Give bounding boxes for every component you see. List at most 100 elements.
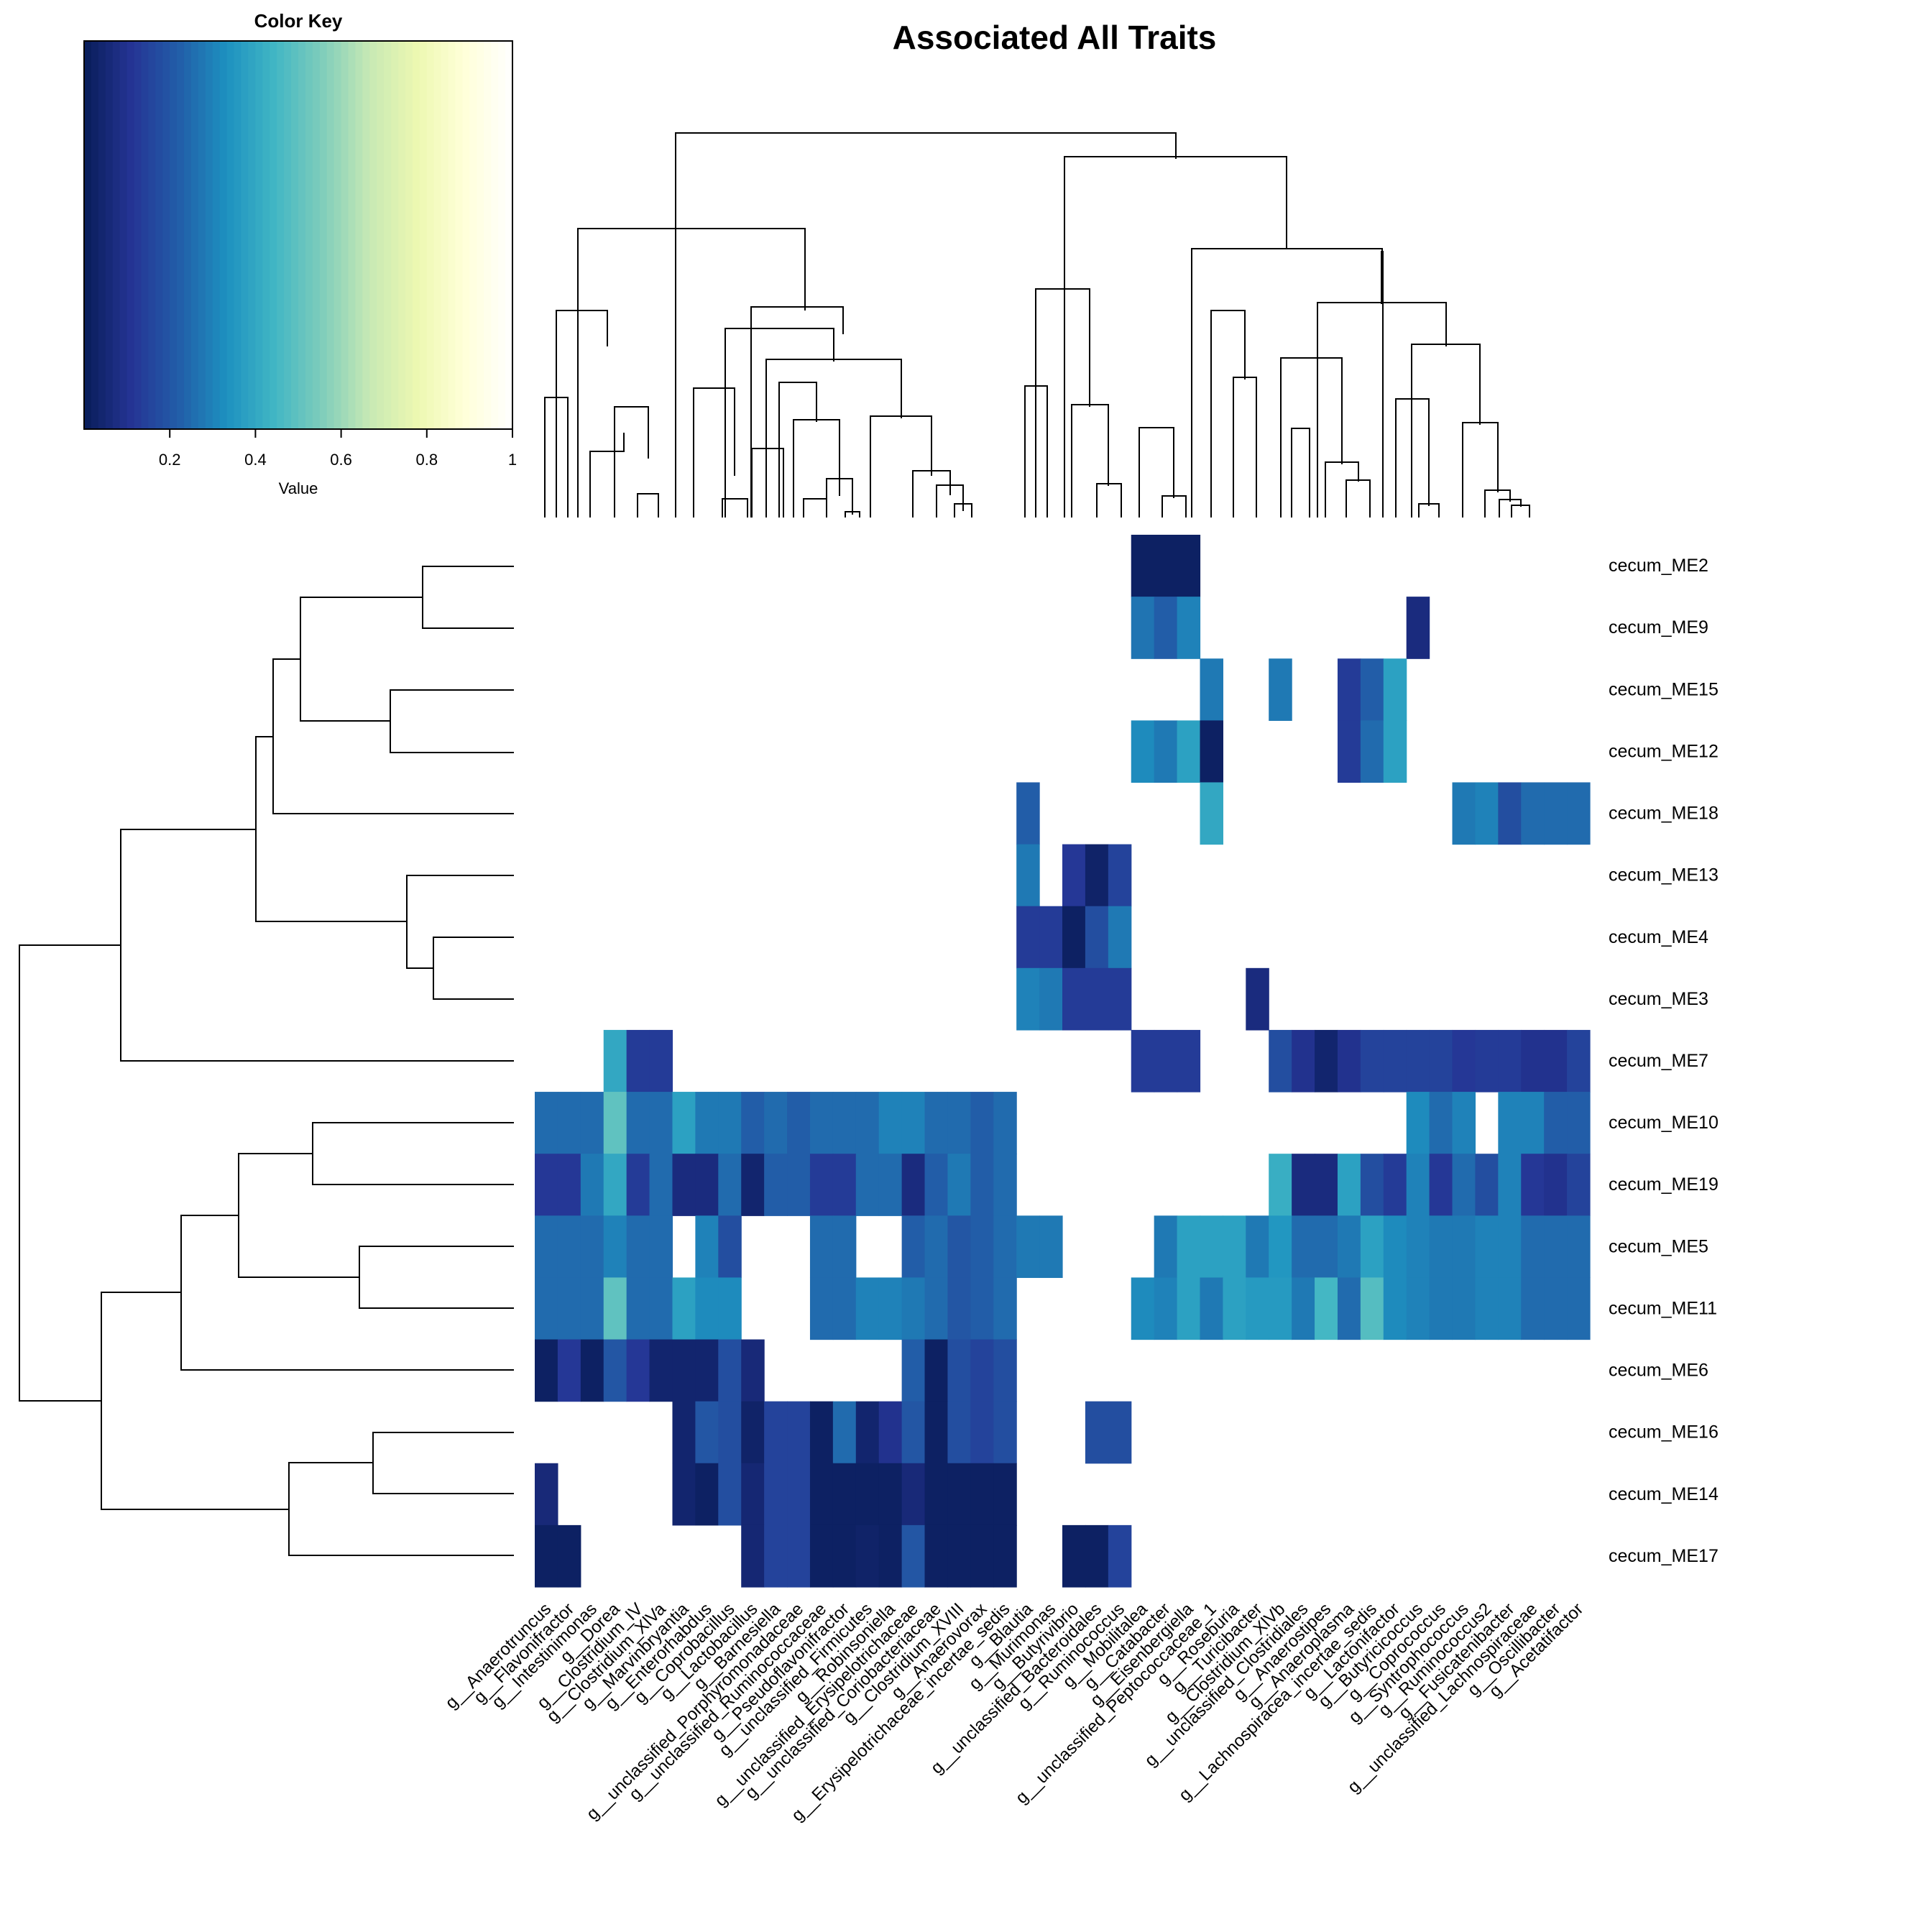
heatmap-cell bbox=[1016, 844, 1040, 907]
heatmap-cell bbox=[649, 1029, 673, 1092]
color-key-band bbox=[398, 41, 406, 429]
color-key-band bbox=[226, 41, 235, 429]
heatmap-cell bbox=[1406, 597, 1430, 659]
heatmap-cell bbox=[832, 1277, 857, 1340]
heatmap-cell bbox=[557, 1524, 581, 1588]
heatmap-cell bbox=[924, 1339, 949, 1402]
heatmap-cell bbox=[1521, 1215, 1545, 1279]
heatmap-cell bbox=[1452, 1215, 1476, 1279]
heatmap-cell bbox=[603, 1092, 627, 1154]
heatmap-cell bbox=[947, 1401, 971, 1464]
color-key-band bbox=[112, 41, 121, 429]
color-key-band bbox=[284, 41, 292, 429]
heatmap-cell bbox=[557, 1154, 581, 1216]
heatmap-cell bbox=[809, 1524, 834, 1588]
heatmap-cell bbox=[1337, 1029, 1361, 1092]
heatmap-cell bbox=[1154, 535, 1178, 597]
heatmap-cell bbox=[535, 1463, 558, 1526]
row-dendrogram bbox=[19, 566, 514, 1556]
heatmap-cell bbox=[1131, 535, 1155, 597]
heatmap-cell bbox=[603, 1215, 627, 1279]
color-key-band bbox=[91, 41, 99, 429]
heatmap-cell bbox=[1406, 1029, 1430, 1092]
row-label: cecum_ME12 bbox=[1609, 741, 1719, 761]
heatmap-cell bbox=[832, 1092, 857, 1154]
heatmap-cell bbox=[1475, 782, 1499, 845]
heatmap-cell bbox=[1200, 1215, 1223, 1279]
heatmap-cell bbox=[1177, 597, 1201, 659]
heatmap-cell bbox=[1498, 1277, 1522, 1340]
heatmap-cell bbox=[787, 1463, 811, 1526]
color-key-band bbox=[184, 41, 192, 429]
heatmap-cell bbox=[924, 1463, 949, 1526]
heatmap-cell bbox=[672, 1401, 696, 1464]
heatmap-cell bbox=[672, 1154, 696, 1216]
row-label: cecum_ME13 bbox=[1609, 865, 1719, 886]
heatmap-cell bbox=[1337, 1277, 1361, 1340]
heatmap-cell bbox=[901, 1092, 926, 1154]
color-key-band bbox=[412, 41, 420, 429]
heatmap-cell bbox=[1315, 1154, 1338, 1216]
color-key-band bbox=[377, 41, 385, 429]
color-key-band bbox=[277, 41, 285, 429]
color-key-band bbox=[134, 41, 142, 429]
heatmap-cell bbox=[1452, 1277, 1476, 1340]
heatmap-cell bbox=[809, 1215, 834, 1279]
heatmap-cell bbox=[1567, 1277, 1591, 1340]
color-key-band bbox=[498, 41, 506, 429]
heatmap-cell bbox=[1200, 720, 1223, 783]
heatmap-cell bbox=[1292, 1029, 1315, 1092]
heatmap-cell bbox=[947, 1277, 971, 1340]
heatmap-cell bbox=[947, 1463, 971, 1526]
heatmap-cell bbox=[878, 1401, 903, 1464]
color-key-tick-label: 1 bbox=[508, 451, 517, 469]
heatmap-cell bbox=[764, 1524, 788, 1588]
heatmap-cell bbox=[1200, 1277, 1223, 1340]
heatmap-cell bbox=[1406, 1154, 1430, 1216]
heatmap-cell bbox=[1360, 1154, 1384, 1216]
heatmap-cell bbox=[1131, 720, 1155, 783]
row-label: cecum_ME6 bbox=[1609, 1361, 1708, 1381]
color-key-band bbox=[212, 41, 221, 429]
color-key: Color Key 0.2 0.4 0.6 0.8 1 Value bbox=[83, 10, 517, 497]
heatmap-cell bbox=[809, 1277, 834, 1340]
heatmap-cell bbox=[1544, 1029, 1568, 1092]
heatmap-cell bbox=[993, 1463, 1017, 1526]
heatmap-cell bbox=[580, 1154, 604, 1216]
color-key-band bbox=[270, 41, 277, 429]
color-key-band bbox=[326, 41, 335, 429]
heatmap-cell bbox=[901, 1401, 926, 1464]
heatmap-cells bbox=[535, 535, 1591, 1588]
heatmap-cell bbox=[1475, 1277, 1499, 1340]
heatmap-cell bbox=[741, 1154, 765, 1216]
heatmap-cell bbox=[1016, 1215, 1040, 1279]
heatmap-cell bbox=[626, 1339, 650, 1402]
heatmap-cell bbox=[855, 1401, 880, 1464]
heatmap-cell bbox=[787, 1524, 811, 1588]
color-key-band bbox=[198, 41, 206, 429]
heatmap-cell bbox=[1383, 1154, 1407, 1216]
row-label: cecum_ME3 bbox=[1609, 989, 1708, 1009]
heatmap-cell bbox=[1108, 1524, 1132, 1588]
heatmap-cell bbox=[1544, 782, 1568, 845]
heatmap-cell bbox=[1292, 1154, 1315, 1216]
heatmap-cell bbox=[1062, 844, 1086, 907]
heatmap-cell bbox=[832, 1524, 857, 1588]
heatmap-cell bbox=[901, 1524, 926, 1588]
heatmap-cell bbox=[764, 1154, 788, 1216]
heatmap-cell bbox=[1108, 967, 1132, 1031]
heatmap-cell bbox=[741, 1092, 765, 1154]
heatmap-cell bbox=[947, 1524, 971, 1588]
color-key-band bbox=[462, 41, 470, 429]
heatmap-cell bbox=[832, 1401, 857, 1464]
heatmap-cell bbox=[1177, 720, 1201, 783]
heatmap-cell bbox=[809, 1401, 834, 1464]
heatmap-cell bbox=[1085, 1401, 1109, 1464]
heatmap-cell bbox=[1567, 1215, 1591, 1279]
heatmap-cell bbox=[535, 1154, 558, 1216]
heatmap-cell bbox=[603, 1339, 627, 1402]
heatmap-cell bbox=[1337, 1215, 1361, 1279]
heatmap-cell bbox=[1200, 782, 1223, 845]
heatmap-cell bbox=[878, 1277, 903, 1340]
heatmap-cell bbox=[855, 1524, 880, 1588]
